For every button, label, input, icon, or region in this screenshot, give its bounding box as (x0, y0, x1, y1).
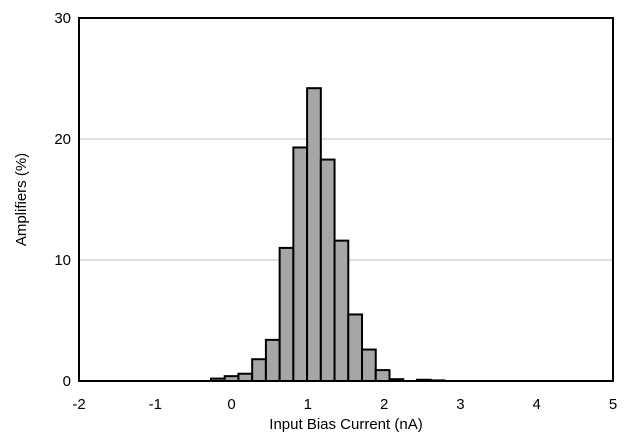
x-tick-label-6: 4 (533, 396, 541, 413)
histogram-bar-11 (361, 348, 377, 383)
histogram-bar-4 (264, 338, 281, 382)
y-axis-label: Amplifiers (%) (13, 153, 30, 246)
y-tick-label-0: 0 (63, 373, 71, 390)
plot-area-frame (78, 17, 614, 382)
x-tick-label-7: 5 (609, 396, 617, 413)
x-axis-ticks: -2 -1 0 1 2 3 4 5 (72, 396, 617, 413)
x-tick-label-1: -1 (149, 396, 162, 413)
x-tick-label-4: 2 (380, 396, 388, 413)
histogram-bar-3 (251, 358, 267, 383)
y-tick-label-3: 30 (54, 10, 71, 27)
x-tick-label-5: 3 (456, 396, 464, 413)
x-axis-label: Input Bias Current (nA) (269, 416, 422, 433)
histogram-bars (209, 87, 446, 383)
y-axis-ticks: 0 10 20 30 (54, 10, 71, 390)
histogram-bar-2 (237, 372, 254, 382)
histogram-bar-9 (333, 239, 350, 382)
histogram-bar-7 (306, 87, 322, 383)
histogram-bar-12 (374, 369, 391, 382)
x-tick-label-0: -2 (72, 396, 85, 413)
histogram-bar-6 (292, 146, 309, 382)
histogram-bar-8 (319, 158, 336, 382)
x-tick-label-3: 1 (304, 396, 312, 413)
y-tick-label-2: 20 (54, 131, 71, 148)
x-tick-label-2: 0 (227, 396, 235, 413)
y-tick-label-1: 10 (54, 252, 71, 269)
histogram-bar-5 (278, 246, 295, 382)
histogram-bar-10 (347, 313, 364, 383)
